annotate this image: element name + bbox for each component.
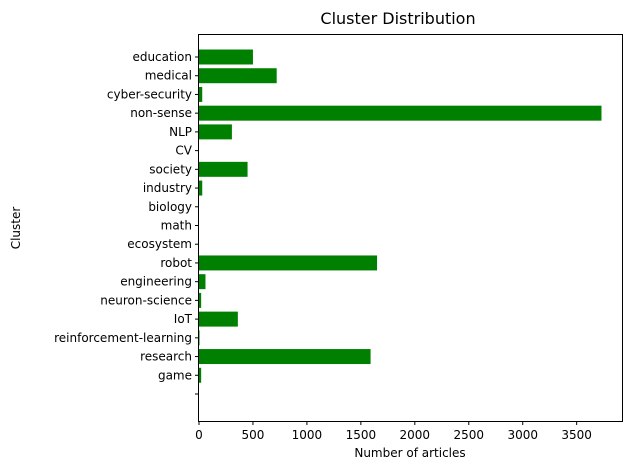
y-tick-label-robot: robot: [160, 256, 192, 270]
bars-group: [199, 49, 602, 383]
y-tick-label-biology: biology: [148, 200, 192, 214]
bar-reinforcement-learning: [199, 330, 200, 346]
x-tick-label-1500: 1500: [346, 428, 377, 442]
y-tick-label-medical: medical: [145, 69, 192, 83]
y-tick-label-reinforcement-learning: reinforcement-learning: [54, 331, 192, 345]
bar-iot: [199, 311, 238, 327]
y-tick-label-game: game: [158, 368, 192, 382]
bar-nlp: [199, 124, 232, 140]
y-tick-label-cv: CV: [175, 144, 192, 158]
bar-game: [199, 367, 202, 383]
bar-education: [199, 49, 253, 65]
x-tick-label-500: 500: [242, 428, 265, 442]
bar-cyber-security: [199, 86, 203, 102]
y-tick-label-society: society: [149, 162, 192, 176]
x-axis-label: Number of articles: [354, 446, 465, 460]
bar-robot: [199, 255, 378, 271]
y-tick-label-math: math: [161, 219, 192, 233]
x-tick-label-3500: 3500: [561, 428, 592, 442]
x-axis-ticks: 0 500 1000 1500 2000 2500 3000 3500: [195, 421, 592, 442]
y-tick-label-engineering: engineering: [120, 275, 192, 289]
y-tick-label-education: education: [132, 50, 192, 64]
y-tick-label-nlp: NLP: [169, 125, 192, 139]
x-tick-label-3000: 3000: [507, 428, 538, 442]
x-tick-label-0: 0: [195, 428, 203, 442]
bar-neuron-science: [199, 292, 202, 308]
y-tick-label-non-sense: non-sense: [130, 106, 192, 120]
bar-industry: [199, 180, 203, 196]
plot-frame: [198, 34, 623, 422]
bar-research: [199, 349, 371, 365]
x-tick-label-2000: 2000: [400, 428, 431, 442]
y-axis-label: Cluster: [9, 207, 23, 250]
y-tick-label-research: research: [140, 350, 192, 364]
y-tick-label-ecosystem: ecosystem: [127, 237, 192, 251]
y-tick-label-cyber-security: cyber-security: [107, 87, 192, 101]
y-tick-label-industry: industry: [143, 181, 192, 195]
x-tick-label-2500: 2500: [453, 428, 484, 442]
y-axis-ticks: game research reinforcement-learning IoT neu…: [54, 50, 199, 395]
bar-engineering: [199, 274, 206, 290]
chart-title: Cluster Distribution: [320, 9, 475, 28]
bar-society: [199, 161, 248, 177]
x-tick-label-1000: 1000: [292, 428, 323, 442]
bar-non-sense: [199, 105, 602, 121]
y-tick-label-neuron-science: neuron-science: [100, 293, 192, 307]
y-tick-label-iot: IoT: [174, 312, 193, 326]
bar-medical: [199, 68, 277, 84]
